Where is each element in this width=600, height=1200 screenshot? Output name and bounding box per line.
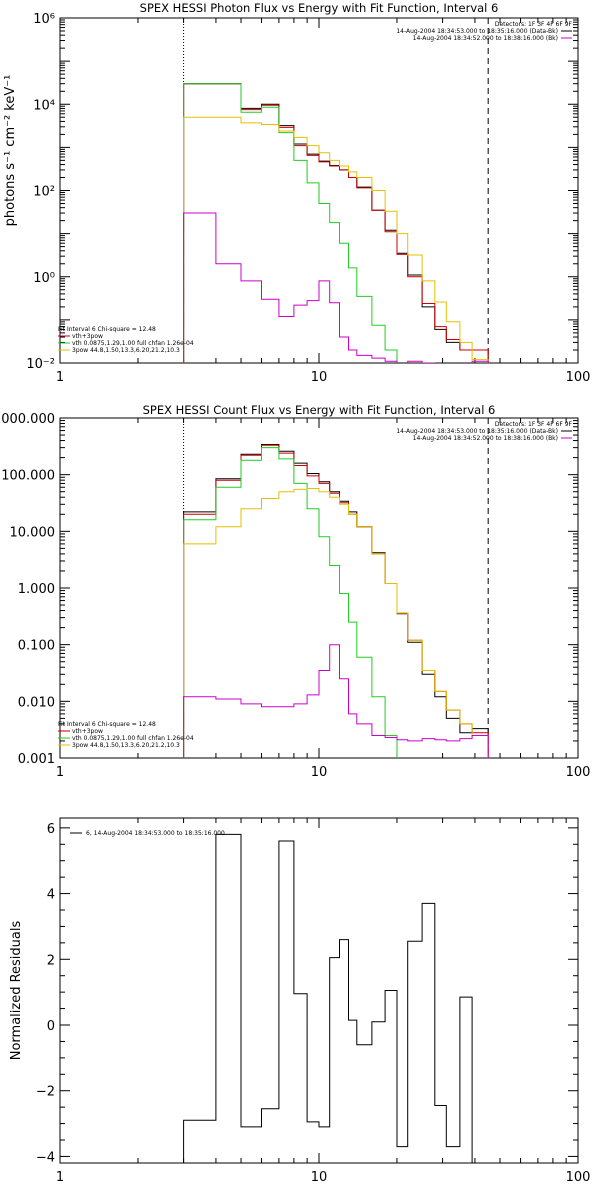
- panel-3-legend-entry: 6, 14-Aug-2004 18:34:53.000 to 18:35:16.…: [86, 830, 225, 837]
- panel-2-series-vth: [183, 447, 398, 758]
- panel-1-header-line: 14-Aug-2004 18:34:52.000 to 18:38:16.000…: [413, 35, 558, 42]
- panel-1-title: SPEX HESSI Photon Flux vs Energy with Fi…: [140, 1, 499, 15]
- panel-2-legend-entry: 3pow 44.8,1.50,13.3,6.20,21.2,10.3: [72, 742, 180, 749]
- panel-1-ytick-label: 10⁻²: [26, 357, 55, 372]
- panel-2-header-line: Detectors: 1F 3F 4F 6F 9F: [495, 421, 573, 428]
- panel-3-xtick-label: 1: [56, 1170, 64, 1185]
- panel-3-ytick-label: 4: [47, 888, 55, 903]
- panel-3-xtick-label: 100: [566, 1170, 591, 1185]
- panel-2-ytick-label: 100.000: [1, 469, 55, 484]
- panel-1-legend-entry: vth 0.0875,1.29,1.00 full chfan 1.26e-04: [72, 340, 194, 347]
- panel-1-xtick-label: 100: [566, 370, 591, 385]
- panel-2-legend-entry: Fit Interval 6 Chi-square = 12.48: [58, 721, 156, 728]
- panel-1-legend-entry: vth+3pow: [72, 333, 103, 340]
- panel-1: 1 10 100 10⁻² 10⁰ 10² 10⁴ 10⁶ photons s⁻¹ cm⁻² k…: [3, 1, 590, 385]
- panel-2-ytick-label: 0.001: [18, 752, 55, 767]
- panel-1-legend-entry: Fit Interval 6 Chi-square = 12.48: [58, 326, 156, 333]
- panel-3-frame: [59, 817, 579, 1164]
- panel-1-series-data: [183, 83, 489, 363]
- panel-1-legend-entry: 3pow 44.8,1.50,13.3,6.20,21.2,10.3: [72, 347, 180, 354]
- panel-3-ytick-label: −4: [36, 1150, 55, 1165]
- panel-1-plot-area: [183, 83, 489, 363]
- panel-1-header-line: 14-Aug-2004 18:34:53.000 to 18:35:16.000…: [396, 28, 558, 35]
- panel-2-xtick-label: 10: [311, 765, 328, 780]
- panel-1-ytick-label: 10⁴: [33, 98, 55, 113]
- panel-2-header-line: 14-Aug-2004 18:34:53.000 to 18:35:16.000…: [396, 428, 558, 435]
- panel-1-series-vth-3pow: [183, 83, 489, 363]
- panel-1-series-3pow: [183, 116, 489, 363]
- panel-1-series-vth: [183, 83, 398, 363]
- panel-2-ytick-label: 10.000: [10, 525, 56, 540]
- panel-3-ytick-label: 6: [47, 822, 55, 837]
- panel-1-xtick-label: 1: [56, 370, 64, 385]
- panel-2-series-3pow: [183, 488, 489, 758]
- panel-1-series-bk: [183, 212, 489, 363]
- panel-2-legend-entry: vth 0.0875,1.29,1.00 full chfan 1.26e-04: [72, 735, 194, 742]
- panel-2-ytick-label: 1.000: [18, 582, 55, 597]
- panel-2-header-line: 14-Aug-2004 18:34:52.000 to 18:38:16.000…: [413, 435, 558, 442]
- panel-2-plot-area: [183, 444, 489, 758]
- panel-2-ytick-label: 0.100: [18, 639, 55, 654]
- panel-3-ylabel: Normalized Residuals: [9, 921, 24, 1061]
- panel-1-ytick-label: 10⁶: [33, 12, 55, 27]
- panel-1-xtick-label: 10: [311, 370, 328, 385]
- panel-2-ytick-label: 0.010: [18, 695, 55, 710]
- panel-3-ytick-label: 2: [47, 953, 55, 968]
- panel-3-series-residuals: [183, 833, 489, 1163]
- panel-3-ytick-label: −2: [36, 1085, 55, 1100]
- panel-2-frame: [59, 417, 579, 759]
- panel-2: 1 10 100 0.001 0.010 0.100 1.000 10.000 100.000 1…: [0, 403, 590, 780]
- panel-1-ytick-label: 10⁰: [33, 271, 55, 286]
- panel-2-xtick-label: 100: [566, 765, 591, 780]
- panel-3-xtick-label: 10: [311, 1170, 328, 1185]
- panel-2-series-data: [183, 444, 489, 758]
- panel-2-series-vth-3pow: [183, 444, 489, 758]
- panel-1-ylabel: photons s⁻¹ cm⁻² keV⁻¹: [3, 75, 18, 227]
- panel-2-title: SPEX HESSI Count Flux vs Energy with Fit…: [143, 403, 496, 417]
- panel-2-series-bk: [183, 644, 489, 758]
- panel-2-xtick-label: 1: [56, 765, 64, 780]
- panel-1-header-line: Detectors: 1F 3F 4F 6F 9F: [495, 21, 573, 28]
- panel-2-legend-entry: vth+3pow: [72, 728, 103, 735]
- panel-3-ytick-label: 0: [47, 1019, 55, 1034]
- panel-3-plot-area: [183, 833, 489, 1163]
- panel-1-ytick-label: 10²: [33, 185, 55, 200]
- panel-3: 1 10 100 −4 −2 0 2 4 6 Normalized Residuals 6, 14-…: [9, 817, 591, 1185]
